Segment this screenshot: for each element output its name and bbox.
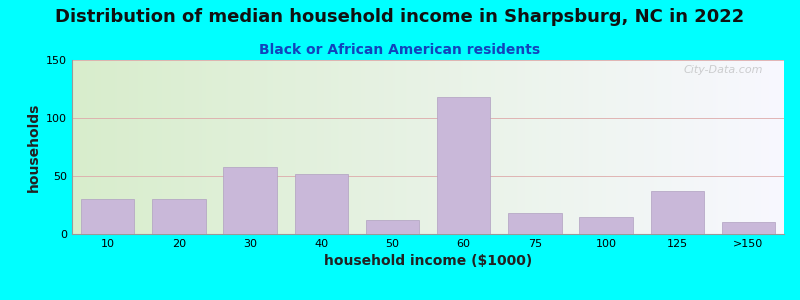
Bar <box>508 213 562 234</box>
Bar <box>722 222 775 234</box>
Text: City-Data.com: City-Data.com <box>683 65 762 75</box>
Bar <box>437 97 490 234</box>
Bar <box>366 220 419 234</box>
Bar <box>650 191 704 234</box>
Bar <box>152 199 206 234</box>
Bar <box>294 174 348 234</box>
Text: Distribution of median household income in Sharpsburg, NC in 2022: Distribution of median household income … <box>55 8 745 26</box>
Bar <box>81 199 134 234</box>
Bar <box>579 217 633 234</box>
Y-axis label: households: households <box>26 102 41 192</box>
X-axis label: household income ($1000): household income ($1000) <box>324 254 532 268</box>
Text: Black or African American residents: Black or African American residents <box>259 44 541 58</box>
Bar <box>223 167 277 234</box>
